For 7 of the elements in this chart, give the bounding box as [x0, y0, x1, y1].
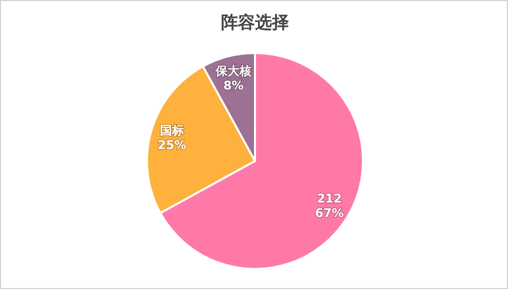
slice-label: 国标	[160, 123, 184, 138]
data-label: 8%	[223, 78, 244, 92]
chart-title: 阵容选择	[221, 13, 289, 33]
slice-label: 212	[316, 192, 342, 206]
data-label: 67%	[315, 206, 344, 220]
data-label: 25%	[158, 138, 186, 152]
slice-label: 保大核	[214, 64, 252, 78]
